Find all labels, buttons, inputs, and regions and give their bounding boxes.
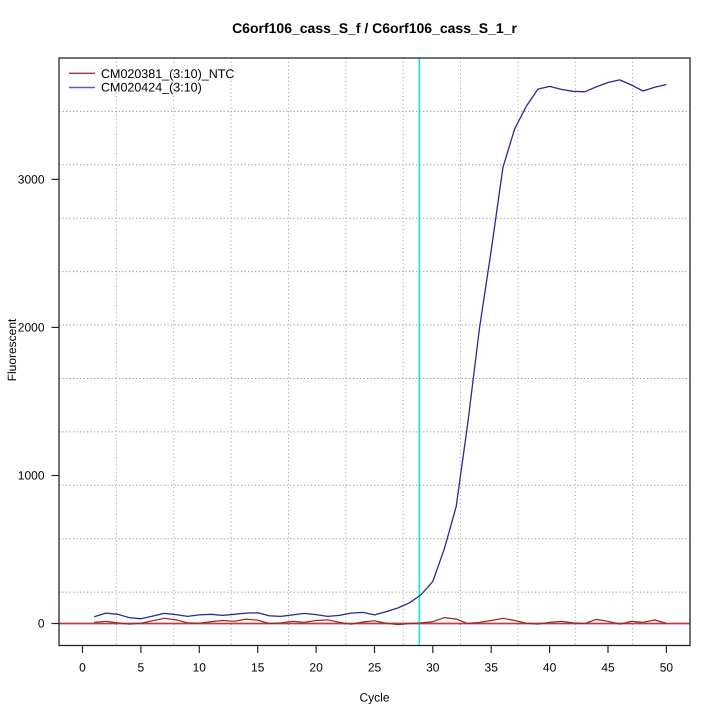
svg-text:20: 20: [309, 661, 323, 675]
svg-text:50: 50: [660, 661, 674, 675]
svg-text:10: 10: [193, 661, 207, 675]
svg-text:CM020424_(3:10): CM020424_(3:10): [101, 80, 202, 94]
svg-text:5: 5: [138, 661, 145, 675]
svg-text:15: 15: [251, 661, 265, 675]
svg-text:1000: 1000: [18, 469, 45, 483]
svg-text:2000: 2000: [18, 321, 45, 335]
svg-text:30: 30: [426, 661, 440, 675]
svg-text:3000: 3000: [18, 173, 45, 187]
svg-text:Fluorescent: Fluorescent: [5, 318, 19, 381]
svg-text:C6orf106_cass_S_f / C6orf106_c: C6orf106_cass_S_f / C6orf106_cass_S_1_r: [232, 20, 517, 36]
svg-text:40: 40: [543, 661, 557, 675]
svg-text:25: 25: [368, 661, 382, 675]
svg-text:35: 35: [485, 661, 499, 675]
svg-text:Cycle: Cycle: [359, 691, 389, 705]
svg-text:0: 0: [38, 617, 45, 631]
svg-text:0: 0: [79, 661, 86, 675]
svg-text:45: 45: [601, 661, 615, 675]
svg-text:CM020381_(3:10)_NTC: CM020381_(3:10)_NTC: [101, 67, 234, 81]
